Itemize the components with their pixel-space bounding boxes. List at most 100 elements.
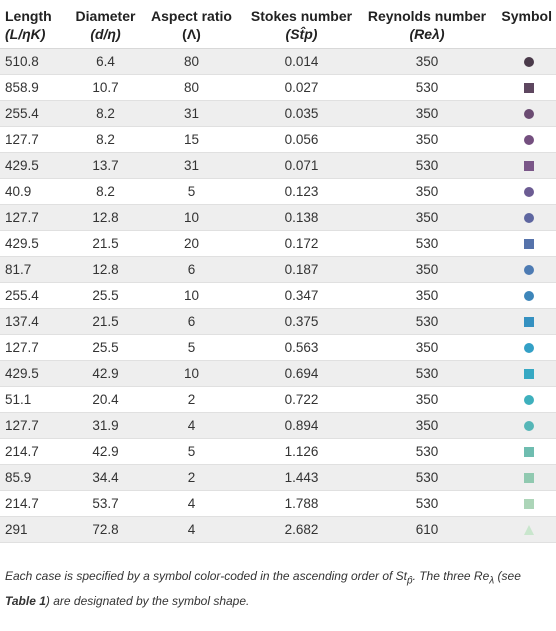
- circle-symbol-icon: [523, 265, 534, 276]
- cell-stokes-number: 0.035: [284, 106, 319, 121]
- header-stokes-number-label: Stokes number: [250, 8, 353, 24]
- header-aspect-ratio-symbol: (Λ): [182, 26, 201, 42]
- cell-symbol: [489, 75, 556, 101]
- cell-length: 291: [5, 522, 28, 537]
- header-reynolds-number-symbol: (Reλ): [409, 26, 445, 42]
- cell-diameter: 8.2: [96, 106, 115, 121]
- table-row: 127.7 25.5 5 0.563 350: [0, 334, 556, 361]
- table-row: 51.1 20.4 2 0.722 350: [0, 386, 556, 413]
- cell-symbol: [489, 361, 556, 387]
- square-symbol-icon: [523, 317, 534, 328]
- header-diameter: Diameter (d/η): [66, 0, 145, 49]
- table-row: 429.5 21.5 20 0.172 530: [0, 230, 556, 257]
- cell-stokes-number: 0.014: [284, 54, 319, 69]
- circle-symbol-icon: [523, 187, 534, 198]
- header-symbol: Symbol: [489, 0, 556, 49]
- circle-symbol-icon: [523, 395, 534, 406]
- cell-stokes-number: 0.375: [284, 314, 319, 329]
- square-symbol-icon: [523, 499, 534, 510]
- cell-diameter: 42.9: [92, 366, 119, 381]
- cell-reynolds-number: 350: [415, 54, 439, 69]
- cell-length: 40.9: [5, 184, 32, 199]
- table-row: 255.4 25.5 10 0.347 350: [0, 282, 556, 309]
- cell-reynolds-number: 350: [415, 392, 439, 407]
- cell-stokes-number: 0.187: [284, 262, 319, 277]
- header-diameter-symbol: (d/η): [90, 26, 121, 42]
- cell-aspect-ratio: 5: [187, 444, 196, 459]
- cell-reynolds-number: 350: [415, 106, 439, 121]
- cell-stokes-number: 0.123: [284, 184, 319, 199]
- cell-symbol: [489, 517, 556, 543]
- cell-stokes-number: 1.788: [284, 496, 319, 511]
- cell-reynolds-number: 530: [415, 236, 439, 251]
- caption-part3: (see: [494, 569, 521, 583]
- caption-table-reference[interactable]: Table 1: [5, 594, 46, 609]
- cell-diameter: 20.4: [92, 392, 119, 407]
- header-aspect-ratio: Aspect ratio (Λ): [145, 0, 238, 49]
- cell-diameter: 12.8: [92, 210, 119, 225]
- cell-reynolds-number: 350: [415, 340, 439, 355]
- cell-stokes-number: 0.894: [284, 418, 319, 433]
- cell-diameter: 13.7: [92, 158, 119, 173]
- square-symbol-icon: [523, 447, 534, 458]
- circle-symbol-icon: [523, 291, 534, 302]
- square-symbol-icon: [523, 473, 534, 484]
- cell-aspect-ratio: 4: [187, 522, 196, 537]
- table-row: 858.9 10.7 80 0.027 530: [0, 74, 556, 101]
- table-body: 510.8 6.4 80 0.014 350 858.9 10.7 80 0.027 530 255…: [0, 48, 556, 543]
- circle-symbol-icon: [523, 135, 534, 146]
- cell-aspect-ratio: 80: [183, 54, 200, 69]
- cell-reynolds-number: 350: [415, 210, 439, 225]
- cell-length: 255.4: [5, 288, 39, 303]
- cell-aspect-ratio: 6: [187, 262, 196, 277]
- header-reynolds-number: Reynolds number (Reλ): [365, 0, 489, 49]
- cell-symbol: [489, 179, 556, 205]
- table-row: 291 72.8 4 2.682 610: [0, 516, 556, 543]
- table-row: 127.7 8.2 15 0.056 350: [0, 126, 556, 153]
- square-symbol-icon: [523, 161, 534, 172]
- cell-length: 429.5: [5, 366, 39, 381]
- cell-length: 429.5: [5, 158, 39, 173]
- cell-reynolds-number: 350: [415, 418, 439, 433]
- circle-symbol-icon: [523, 213, 534, 224]
- table-row: 429.5 42.9 10 0.694 530: [0, 360, 556, 387]
- caption-part2: . The three Re: [412, 569, 490, 583]
- cell-aspect-ratio: 10: [183, 366, 200, 381]
- cell-aspect-ratio: 10: [183, 210, 200, 225]
- cell-diameter: 12.8: [92, 262, 119, 277]
- cell-length: 127.7: [5, 210, 39, 225]
- cell-reynolds-number: 530: [415, 444, 439, 459]
- cell-stokes-number: 0.172: [284, 236, 319, 251]
- cell-diameter: 31.9: [92, 418, 119, 433]
- table-row: 255.4 8.2 31 0.035 350: [0, 100, 556, 127]
- data-table-container: Length (L/ηK) Diameter (d/η) Aspect rati…: [0, 0, 556, 543]
- cell-aspect-ratio: 5: [187, 340, 196, 355]
- table-row: 127.7 12.8 10 0.138 350: [0, 204, 556, 231]
- cell-stokes-number: 0.563: [284, 340, 319, 355]
- circle-symbol-icon: [523, 343, 534, 354]
- circle-symbol-icon: [523, 421, 534, 432]
- header-symbol-label: Symbol: [501, 8, 552, 24]
- cell-diameter: 8.2: [96, 184, 115, 199]
- cell-reynolds-number: 350: [415, 184, 439, 199]
- header-length: Length (L/ηK): [0, 0, 66, 49]
- cell-stokes-number: 0.347: [284, 288, 319, 303]
- cell-reynolds-number: 530: [415, 314, 439, 329]
- table-row: 429.5 13.7 31 0.071 530: [0, 152, 556, 179]
- cell-reynolds-number: 610: [415, 522, 439, 537]
- cell-symbol: [489, 49, 556, 75]
- caption-sub2: λ: [489, 575, 495, 587]
- cell-length: 81.7: [5, 262, 32, 277]
- table-row: 137.4 21.5 6 0.375 530: [0, 308, 556, 335]
- cell-symbol: [489, 439, 556, 465]
- circle-symbol-icon: [523, 109, 534, 120]
- cell-reynolds-number: 530: [415, 470, 439, 485]
- cell-stokes-number: 0.056: [284, 132, 319, 147]
- cell-length: 858.9: [5, 80, 39, 95]
- circle-symbol-icon: [523, 57, 534, 68]
- header-reynolds-number-label: Reynolds number: [367, 8, 487, 24]
- cell-aspect-ratio: 20: [183, 236, 200, 251]
- header-stokes-number: Stokes number (St̂p): [238, 0, 365, 49]
- square-symbol-icon: [523, 83, 534, 94]
- cell-reynolds-number: 530: [415, 366, 439, 381]
